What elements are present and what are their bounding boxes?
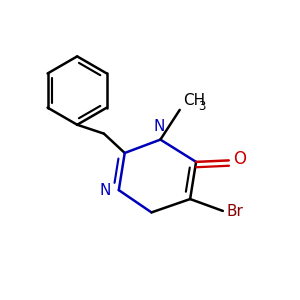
Text: CH: CH bbox=[183, 93, 205, 108]
Text: Br: Br bbox=[226, 204, 243, 219]
Text: 3: 3 bbox=[198, 100, 206, 113]
Text: N: N bbox=[153, 119, 165, 134]
Text: O: O bbox=[233, 150, 246, 168]
Text: N: N bbox=[100, 183, 111, 198]
